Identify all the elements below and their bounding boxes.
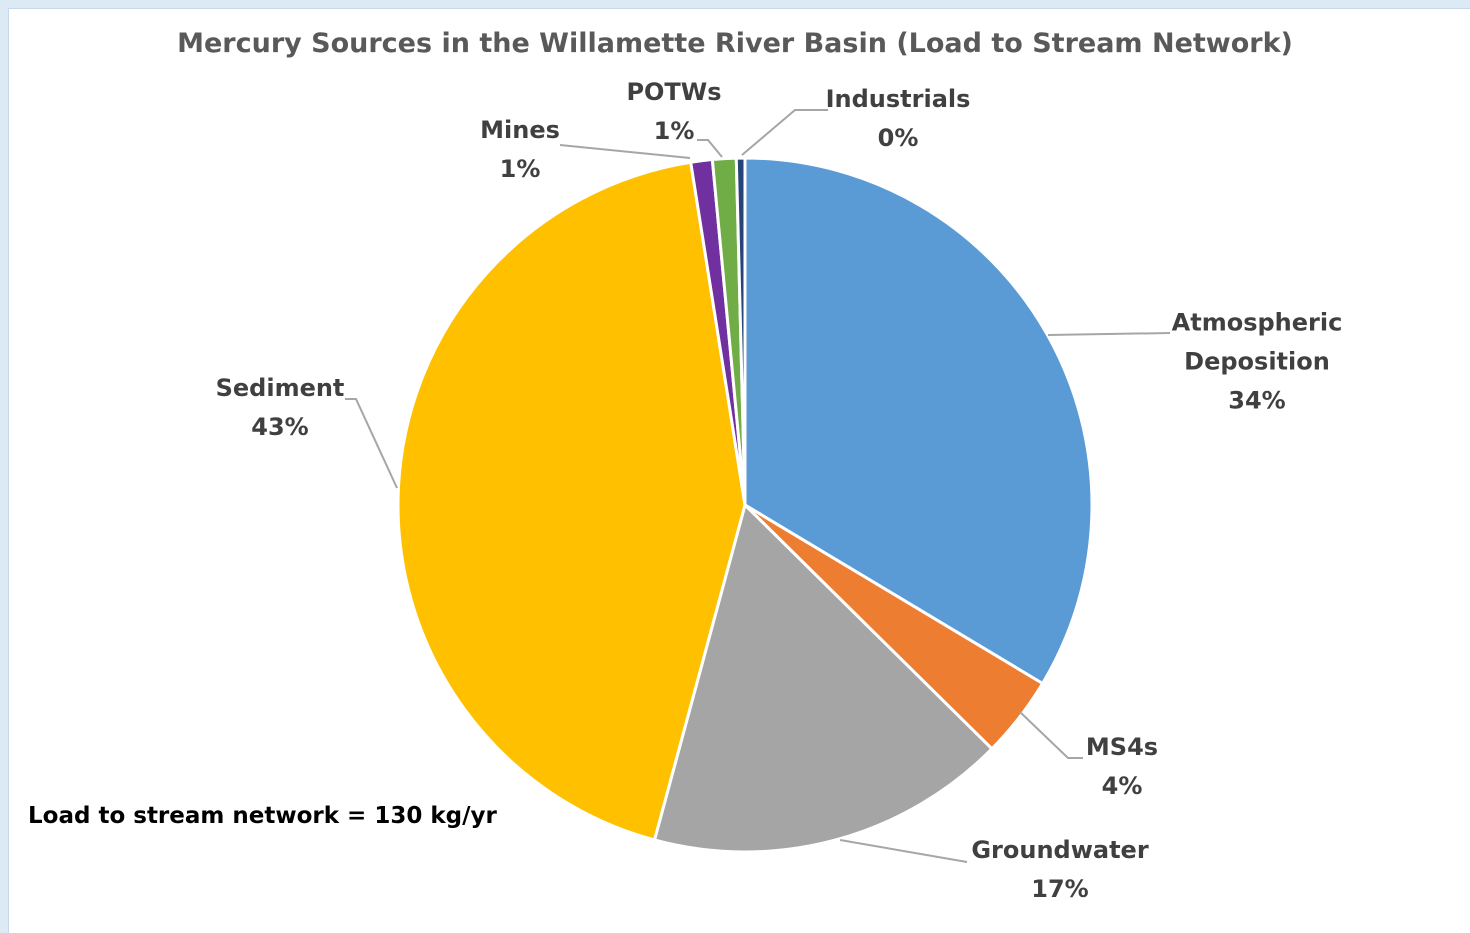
category-label: Industrials	[825, 85, 971, 113]
value-label: 1%	[653, 117, 695, 145]
slice-label: Industrials 0%	[826, 80, 971, 158]
category-label: Sediment	[215, 374, 345, 402]
value-label: 4%	[1101, 772, 1143, 800]
annotation: Load to stream network = 130 kg/yr	[28, 803, 497, 829]
slice-label: Mines 1%	[480, 111, 560, 189]
value-label: 17%	[1031, 875, 1089, 903]
category-label: MS4s	[1085, 733, 1159, 761]
category-label: Atmospheric Deposition	[1171, 308, 1343, 376]
leader-line	[697, 139, 723, 158]
chart-title: Mercury Sources in the Willamette River …	[177, 28, 1293, 59]
value-label: 1%	[499, 155, 541, 183]
category-label: Groundwater	[971, 836, 1149, 864]
slice-label: MS4s 4%	[1086, 728, 1158, 806]
leader-line	[1047, 332, 1171, 336]
value-label: 0%	[877, 124, 919, 152]
pie-slice	[396, 160, 747, 842]
leader-line	[1019, 711, 1083, 759]
leader-line	[559, 144, 691, 159]
slice-label: Atmospheric Deposition 34%	[1162, 304, 1352, 421]
slice-label: Sediment 43%	[216, 369, 345, 447]
pie-slice	[734, 156, 747, 507]
pie-slice	[652, 503, 994, 854]
slice-label: POTWs 1%	[626, 73, 721, 151]
value-label: 34%	[1228, 386, 1286, 415]
category-label: Mines	[480, 116, 560, 144]
slice-label: Groundwater 17%	[971, 831, 1148, 909]
leader-line	[741, 109, 828, 156]
category-label: POTWs	[626, 78, 722, 106]
pie-slice	[743, 156, 1094, 686]
leader-line	[839, 839, 968, 863]
leader-line	[345, 398, 398, 489]
value-label: 43%	[251, 413, 309, 441]
